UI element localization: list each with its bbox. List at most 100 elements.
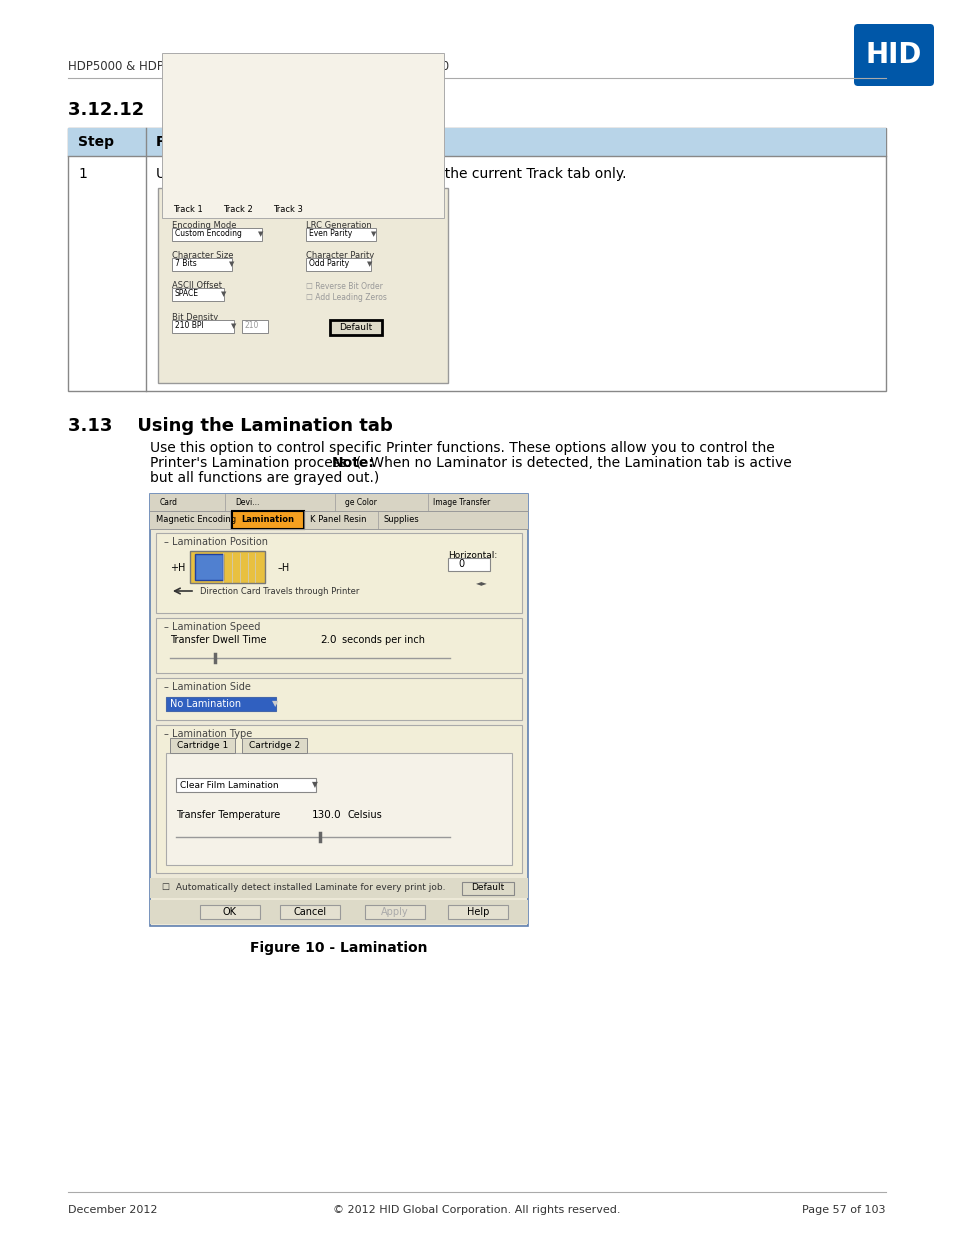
Text: Character Size: Character Size [172,252,233,261]
Text: Track 2: Track 2 [223,205,253,214]
Text: Character Parity: Character Parity [306,252,374,261]
Text: Cartridge 2: Cartridge 2 [249,741,300,750]
Text: Custom Encoding: Custom Encoding [174,230,242,238]
Text: 130.0: 130.0 [312,810,341,820]
Text: +H: +H [170,563,185,573]
Text: ▼: ▼ [367,261,372,267]
Bar [242,739,307,753]
Text: ☐  Automatically detect installed Laminate for every print job.: ☐ Automatically detect installed Laminat… [162,883,445,893]
Text: K Panel Resin: K Panel Resin [310,515,366,525]
Bar [242,320,268,333]
Text: Bit Density: Bit Density [172,314,218,322]
Text: Horizontal:: Horizontal: [448,551,497,559]
Text: Image Transfer: Image Transfer [433,498,490,508]
Text: Celsius: Celsius [348,810,382,820]
Text: 7 Bits: 7 Bits [174,259,196,268]
Text: but all functions are grayed out.): but all functions are grayed out.) [150,471,379,485]
Text: ge Color: ge Color [345,498,376,508]
Text: Even Parity: Even Parity [309,230,352,238]
Text: Use the: Use the [156,167,213,182]
Bar [170,739,234,753]
Text: 210 BPI: 210 BPI [174,321,204,331]
Bar [215,203,260,216]
Bar [68,128,885,156]
Text: ASCII Offset: ASCII Offset [172,282,222,290]
Bar [448,558,490,571]
Text: Track 3: Track 3 [273,205,303,214]
Bar [194,555,223,580]
Text: seconds per inch: seconds per inch [341,635,424,645]
Text: Devi...: Devi... [234,498,259,508]
Text: Default: Default [205,167,262,182]
Text: ▼: ▼ [272,699,278,709]
Bar [156,725,521,873]
Text: Encoding Mode: Encoding Mode [172,221,236,231]
Bar [330,320,381,335]
Text: ☐ Reverse Bit Order: ☐ Reverse Bit Order [306,282,382,290]
Text: SPACE: SPACE [174,289,199,299]
Text: Supplies: Supplies [384,515,419,525]
Text: Default: Default [339,322,373,331]
Bar [232,511,304,529]
Text: OK: OK [223,906,236,918]
Text: ▼: ▼ [229,261,234,267]
Text: – Lamination Type: – Lamination Type [164,729,252,739]
Text: Printer's Lamination process. (: Printer's Lamination process. ( [150,456,361,471]
Text: ☐ Add Leading Zeros: ☐ Add Leading Zeros [306,294,387,303]
Bar [156,534,521,613]
Bar [172,258,232,270]
Bar [365,905,424,919]
Text: Lamination: Lamination [241,515,294,525]
Text: Cancel: Cancel [294,906,326,918]
Bar [150,878,527,898]
Text: No Lamination: No Lamination [170,699,241,709]
Bar [461,882,514,895]
Text: Cartridge 1: Cartridge 1 [176,741,228,750]
Bar [190,551,265,583]
Text: When no Laminator is detected, the Lamination tab is active: When no Laminator is detected, the Lamin… [366,456,791,471]
Text: HID: HID [865,41,922,69]
Bar [266,203,310,216]
Bar [162,53,443,219]
Text: Procedure: Procedure [156,135,236,149]
Text: – Lamination Speed: – Lamination Speed [164,622,260,632]
Text: Page 57 of 103: Page 57 of 103 [801,1205,885,1215]
FancyBboxPatch shape [853,23,933,86]
Text: 210: 210 [245,321,259,331]
Text: Transfer Temperature: Transfer Temperature [175,810,280,820]
Text: Use this option to control specific Printer functions. These options allow you t: Use this option to control specific Prin… [150,441,774,454]
Bar [172,288,224,301]
Bar [150,511,527,529]
Bar [175,778,315,792]
Bar [166,203,210,216]
Bar [158,188,448,383]
Bar [166,753,512,864]
Text: Step: Step [78,135,113,149]
Bar [150,494,527,511]
Bar [200,905,260,919]
Bar [68,128,885,391]
Bar [172,228,262,241]
Text: Default: Default [471,883,504,893]
Text: button to reset defaults for the current Track tab only.: button to reset defaults for the current… [248,167,626,182]
Text: Clear Film Lamination: Clear Film Lamination [180,781,278,789]
Text: Transfer Dwell Time: Transfer Dwell Time [170,635,266,645]
Text: ▼: ▼ [312,781,317,789]
Bar [306,228,375,241]
Text: Figure 10 - Lamination: Figure 10 - Lamination [250,941,427,955]
Text: Direction Card Travels through Printer: Direction Card Travels through Printer [200,587,359,595]
Text: 1: 1 [78,167,87,182]
Bar [150,900,527,924]
Text: – Magnetic Track Options―: – Magnetic Track Options― [164,193,277,201]
Text: LRC Generation: LRC Generation [306,221,372,231]
Text: 3.12.12    Using the Default button: 3.12.12 Using the Default button [68,101,420,119]
Text: ▼: ▼ [231,324,236,329]
Text: ◄►: ◄► [476,578,487,588]
Bar [156,678,521,720]
Text: 2.0: 2.0 [319,635,336,645]
Bar [172,320,233,333]
Text: – Lamination Position: – Lamination Position [164,537,268,547]
Text: –H: –H [277,563,290,573]
Bar [150,494,527,926]
Text: © 2012 HID Global Corporation. All rights reserved.: © 2012 HID Global Corporation. All right… [333,1205,620,1215]
